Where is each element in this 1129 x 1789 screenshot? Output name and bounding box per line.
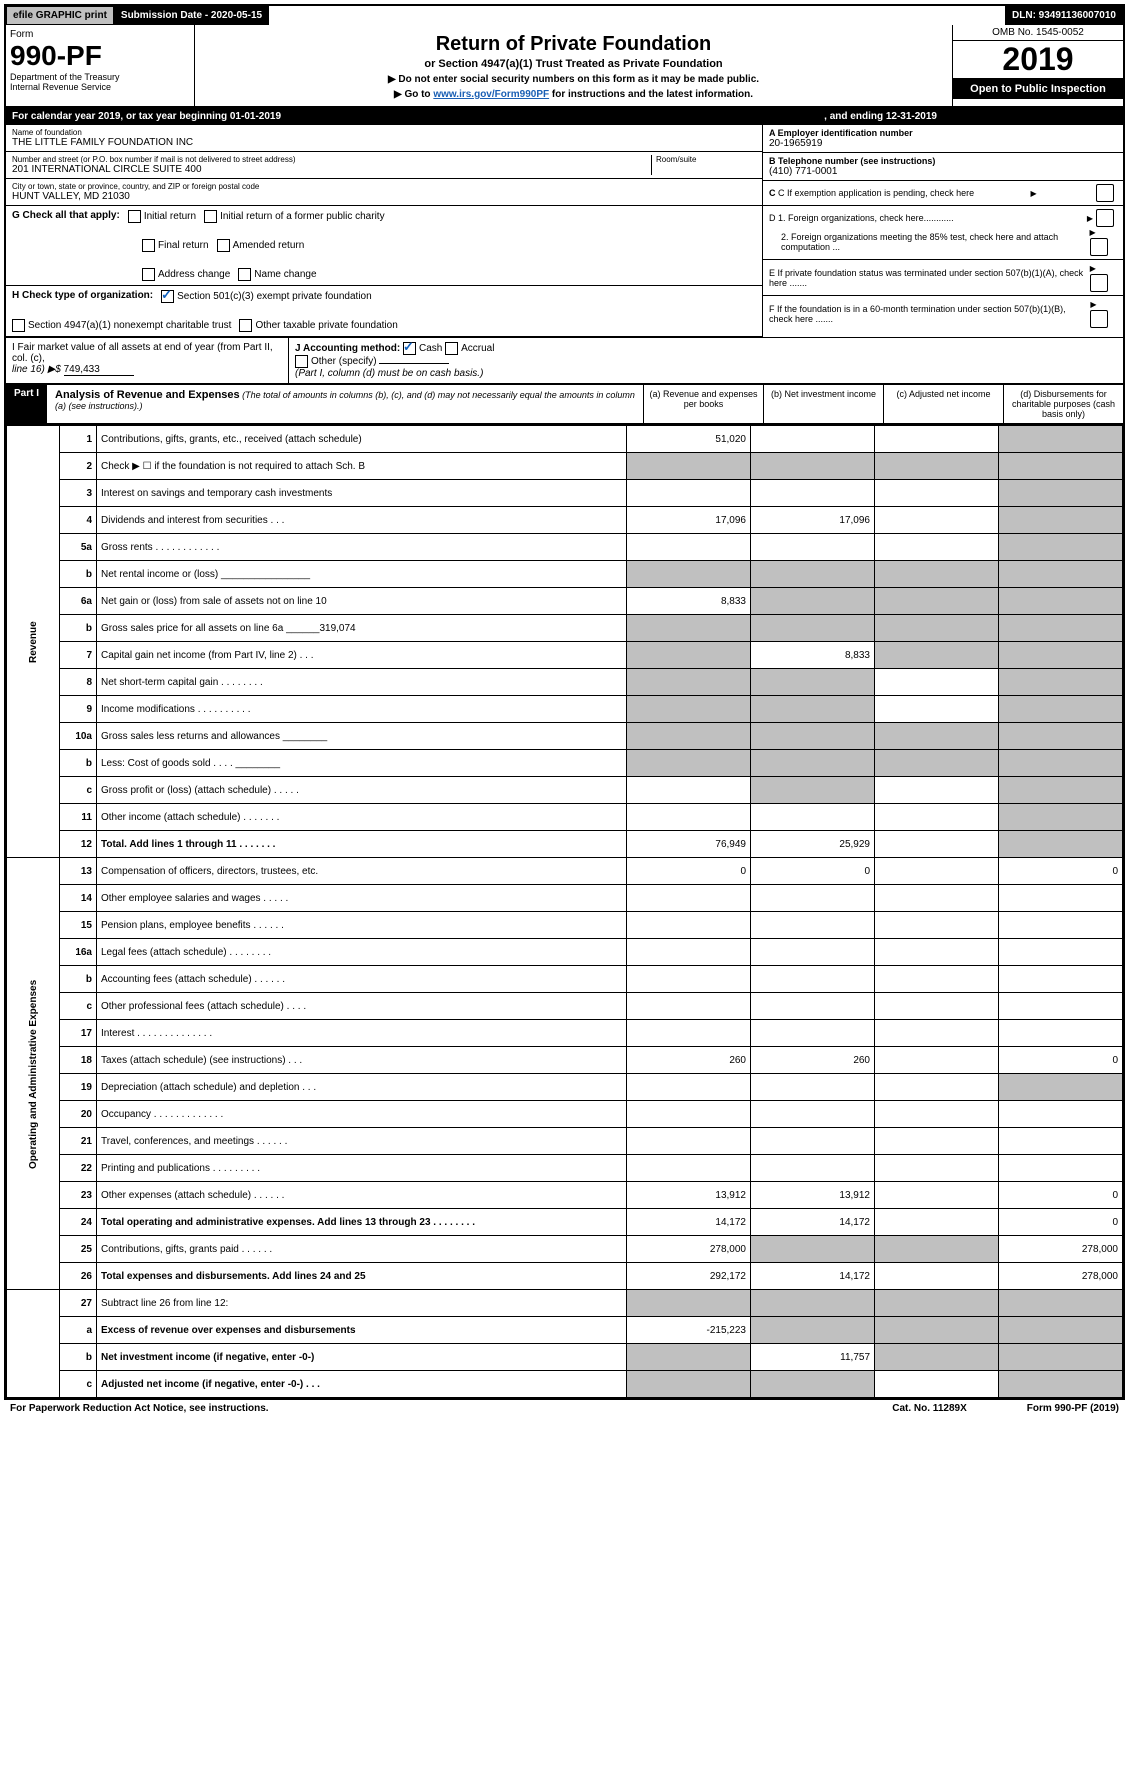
g-address-check[interactable] (142, 268, 155, 281)
city: HUNT VALLEY, MD 21030 (12, 191, 756, 202)
dln: DLN: 93491136007010 (1005, 6, 1123, 25)
j-label: J Accounting method: (295, 343, 400, 354)
d1-label: D 1. Foreign organizations, check here..… (769, 213, 954, 223)
footer-cat: Cat. No. 11289X (892, 1403, 966, 1414)
d1-check[interactable] (1096, 209, 1114, 227)
form-subtitle: or Section 4947(a)(1) Trust Treated as P… (201, 58, 946, 70)
submission-date: Submission Date - 2020-05-15 (114, 6, 269, 25)
f-label: F If the foundation is in a 60-month ter… (769, 304, 1090, 324)
g-initial-former-check[interactable] (204, 210, 217, 223)
col-c: (c) Adjusted net income (883, 385, 1003, 423)
g-amended-check[interactable] (217, 239, 230, 252)
footer-form: Form 990-PF (2019) (1027, 1403, 1119, 1414)
instr-line2: ▶ Go to www.irs.gov/Form990PF for instru… (201, 89, 946, 100)
part1-table: Revenue1Contributions, gifts, grants, et… (6, 425, 1123, 1398)
irs-link[interactable]: www.irs.gov/Form990PF (433, 89, 549, 100)
form-label: Form (10, 29, 190, 40)
foundation-name: THE LITTLE FAMILY FOUNDATION INC (12, 137, 756, 148)
j-other-check[interactable] (295, 355, 308, 368)
h-label: H Check type of organization: (12, 290, 153, 303)
h-other-check[interactable] (239, 319, 252, 332)
g-initial-check[interactable] (128, 210, 141, 223)
g-final-check[interactable] (142, 239, 155, 252)
f-check[interactable] (1090, 310, 1108, 328)
cal-end: , and ending 12-31-2019 (824, 111, 937, 122)
g-label: G Check all that apply: (12, 210, 120, 223)
d2-check[interactable] (1090, 238, 1108, 256)
room-label: Room/suite (656, 155, 756, 164)
col-a: (a) Revenue and expenses per books (643, 385, 763, 423)
a-label: A Employer identification number (769, 128, 1117, 138)
instr-line1: ▶ Do not enter social security numbers o… (201, 74, 946, 85)
omb-no: OMB No. 1545-0052 (953, 25, 1123, 41)
g-name-check[interactable] (238, 268, 251, 281)
addr: 201 INTERNATIONAL CIRCLE SUITE 400 (12, 164, 651, 175)
city-label: City or town, state or province, country… (12, 182, 756, 191)
e-label: E If private foundation status was termi… (769, 268, 1090, 288)
part1-desc: Analysis of Revenue and Expenses (The to… (47, 385, 643, 423)
a-ein: 20-1965919 (769, 138, 1117, 149)
c-label: C C If exemption application is pending,… (769, 188, 974, 198)
efile-badge: efile GRAPHIC print (6, 6, 114, 25)
cal-begin: For calendar year 2019, or tax year begi… (12, 111, 281, 122)
c-check[interactable] (1096, 184, 1114, 202)
form-number: 990-PF (10, 40, 190, 72)
tax-year: 2019 (953, 41, 1123, 79)
col-b: (b) Net investment income (763, 385, 883, 423)
i-fmv: 749,433 (64, 364, 134, 376)
i-label: I Fair market value of all assets at end… (12, 342, 273, 364)
col-d: (d) Disbursements for charitable purpose… (1003, 385, 1123, 423)
open-public: Open to Public Inspection (953, 79, 1123, 99)
dept: Department of the Treasury Internal Reve… (10, 72, 190, 92)
j-accrual-check[interactable] (445, 342, 458, 355)
part1-header: Part I (6, 385, 47, 423)
e-check[interactable] (1090, 274, 1108, 292)
footer-left: For Paperwork Reduction Act Notice, see … (10, 1403, 269, 1414)
h-4947-check[interactable] (12, 319, 25, 332)
name-label: Name of foundation (12, 128, 756, 137)
j-cash-check[interactable] (403, 342, 416, 355)
form-title: Return of Private Foundation (201, 33, 946, 56)
b-label: B Telephone number (see instructions) (769, 156, 1117, 166)
h-501c3-check[interactable] (161, 290, 174, 303)
d2-label: 2. Foreign organizations meeting the 85%… (769, 232, 1090, 252)
b-phone: (410) 771-0001 (769, 166, 1117, 177)
addr-label: Number and street (or P.O. box number if… (12, 155, 651, 164)
